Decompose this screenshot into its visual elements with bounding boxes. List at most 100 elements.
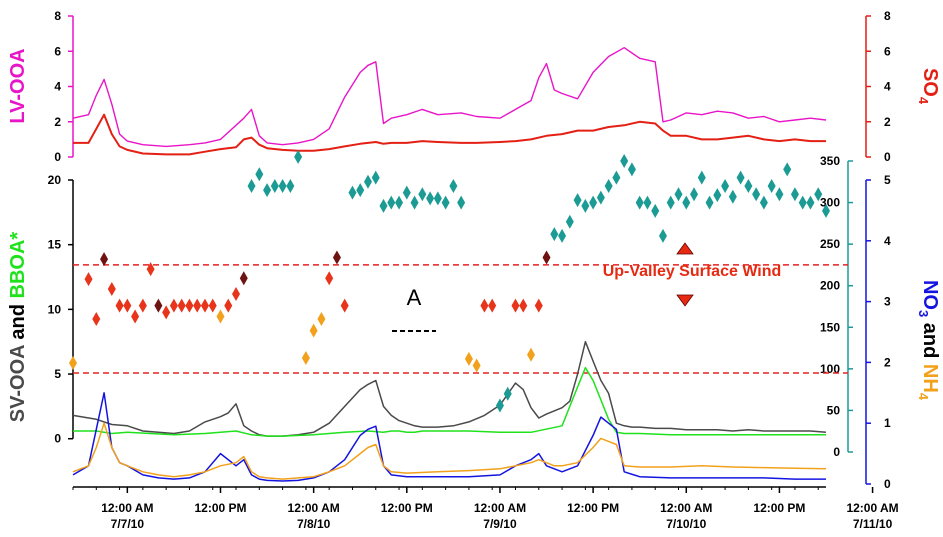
x-tick-time-label: 12:00 AM xyxy=(474,501,526,515)
wind-direction-point xyxy=(193,298,202,313)
wind-direction-point xyxy=(511,298,520,313)
wind-direction-point xyxy=(472,358,481,373)
wind-tick-label: 200 xyxy=(820,279,840,293)
wind-direction-point xyxy=(247,178,256,193)
wind-direction-point xyxy=(371,170,380,185)
wind-direction-point xyxy=(495,398,504,413)
wind-direction-point xyxy=(270,178,279,193)
x-tick-date-label: 7/10/10 xyxy=(666,517,706,531)
wind-direction-point xyxy=(69,356,77,371)
wind-direction-point xyxy=(138,298,147,313)
wind-direction-point xyxy=(433,191,442,206)
sv-ooa-bbox-axis-label: SV-OOA and BBOA* xyxy=(7,232,29,423)
x-tick-date-label: 7/7/10 xyxy=(111,517,145,531)
so4-tick-label: 2 xyxy=(884,115,891,129)
wind-direction-point xyxy=(356,183,365,198)
sv_ooa-series-line xyxy=(72,340,827,437)
wind-direction-point xyxy=(185,298,194,313)
no3-tick-label: 1 xyxy=(884,416,891,430)
sv-ooa-tick-label: 0 xyxy=(54,432,61,446)
wind-direction-point xyxy=(674,187,683,202)
wind-direction-point xyxy=(154,298,163,313)
wind-direction-point xyxy=(278,178,287,193)
so4-tick-label: 0 xyxy=(884,150,891,164)
wind-direction-point xyxy=(604,178,613,193)
wind-direction-point xyxy=(744,178,753,193)
lv-ooa-tick-label: 6 xyxy=(54,44,61,58)
wind-direction-point xyxy=(449,178,458,193)
wind-tick-label: 150 xyxy=(820,320,840,334)
wind-direction-point xyxy=(402,185,411,200)
wind-direction-point xyxy=(426,191,435,206)
so4-axis-label: SO4 xyxy=(916,68,941,105)
wind-direction-point xyxy=(232,287,241,302)
wind-direction-point xyxy=(294,149,303,164)
wind-direction-point xyxy=(596,190,605,205)
wind-direction-point xyxy=(363,174,372,189)
down-arrow-marker xyxy=(676,294,694,307)
wind-direction-point xyxy=(783,162,792,177)
wind-tick-label: 300 xyxy=(820,196,840,210)
top-panel: 0 0 2 2 4 4 6 6 8 8 xyxy=(54,9,891,164)
wind-direction-point xyxy=(627,162,636,177)
wind-direction-point xyxy=(503,386,512,401)
lv-ooa-tick-label: 0 xyxy=(54,150,61,164)
wind-tick-label: 50 xyxy=(827,403,841,417)
no3-series-line xyxy=(72,392,826,482)
up-arrow-marker xyxy=(676,242,694,255)
x-tick-time-label: 12:00 AM xyxy=(660,501,712,515)
lv-ooa-tick-label: 8 xyxy=(54,9,61,23)
wind-direction-point xyxy=(309,323,318,338)
wind-direction-point xyxy=(736,170,745,185)
x-tick-time-label: 12:00 AM xyxy=(288,501,340,515)
wind-direction-point xyxy=(441,195,450,210)
wind-direction-point xyxy=(612,170,621,185)
sv-ooa-tick-label: 5 xyxy=(54,367,61,381)
wind-direction-point xyxy=(542,250,551,265)
no3-tick-label: 3 xyxy=(884,295,891,309)
wind-direction-point xyxy=(682,195,691,210)
wind-direction-point xyxy=(84,272,93,287)
wind-direction-point xyxy=(697,170,706,185)
wind-direction-point xyxy=(92,311,101,326)
so4-tick-label: 6 xyxy=(884,44,891,58)
annotation-a: A xyxy=(407,285,422,310)
wind-direction-point xyxy=(263,183,272,198)
wind-direction-point xyxy=(643,195,652,210)
wind-direction-point xyxy=(573,193,582,208)
wind-direction-point xyxy=(317,311,326,326)
wind-direction-point xyxy=(325,271,334,286)
wind-direction-point xyxy=(480,298,489,313)
x-tick-date-label: 7/8/10 xyxy=(297,517,331,531)
wind-direction-point xyxy=(100,252,109,267)
wind-direction-point xyxy=(387,195,396,210)
lv-ooa-tick-label: 4 xyxy=(54,80,61,94)
x-axis: 12:00 AM 7/7/10 12:00 PM 12:00 AM 7/8/10 12:0… xyxy=(72,486,899,531)
up-valley-wind-label: Up-Valley Surface Wind xyxy=(603,263,782,280)
wind-direction-point xyxy=(410,195,419,210)
wind-direction-point xyxy=(565,214,574,229)
x-tick-time-label: 12:00 AM xyxy=(846,501,898,515)
wind-direction-point xyxy=(286,178,295,193)
wind-direction-point xyxy=(775,187,784,202)
wind-direction-point xyxy=(216,309,225,324)
wind-direction-point xyxy=(806,195,815,210)
wind-direction-point xyxy=(519,298,528,313)
x-tick-time-label: 12:00 PM xyxy=(381,501,433,515)
no3-nh4-axis-label: NO3 and NH4 xyxy=(916,280,941,401)
wind-tick-label: 0 xyxy=(833,445,840,459)
bbox-series-line xyxy=(73,366,826,437)
wind-direction-point xyxy=(123,298,132,313)
wind-direction-point xyxy=(721,178,730,193)
wind-direction-point xyxy=(115,298,124,313)
no3-tick-label: 5 xyxy=(884,173,891,187)
wind-direction-point xyxy=(177,298,186,313)
wind-tick-label: 350 xyxy=(820,154,840,168)
wind-direction-point xyxy=(527,347,536,362)
wind-direction-point xyxy=(131,309,140,324)
x-tick-date-label: 7/9/10 xyxy=(483,517,517,531)
wind-direction-point xyxy=(550,227,559,242)
no3-tick-label: 2 xyxy=(884,355,891,369)
so4-tick-label: 4 xyxy=(884,80,891,94)
